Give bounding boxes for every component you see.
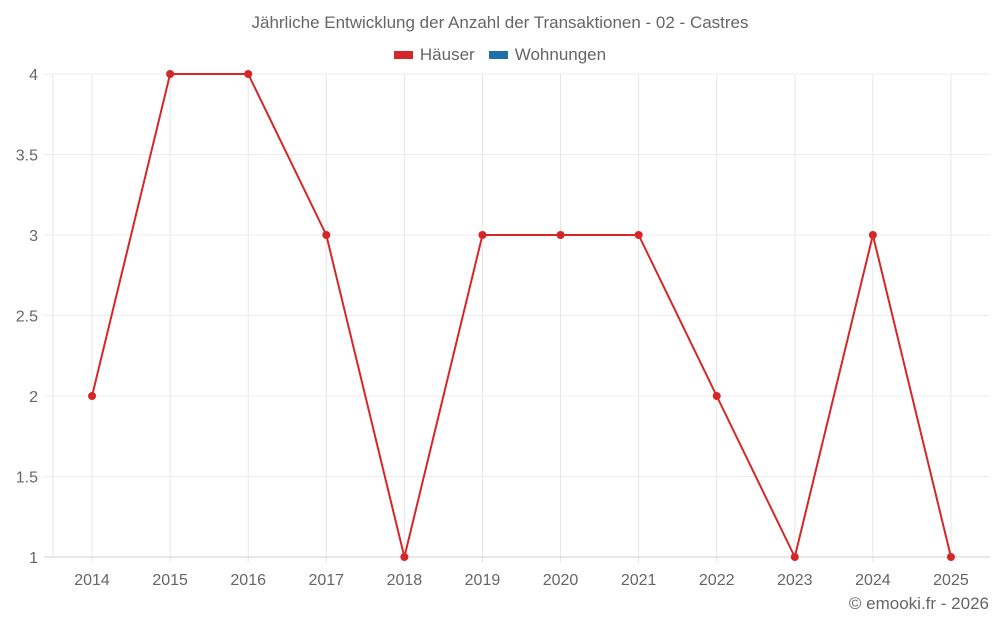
x-tick-label: 2025 — [933, 572, 969, 589]
x-tick-label: 2021 — [621, 572, 657, 589]
credit-text: © emooki.fr - 2026 — [848, 594, 989, 613]
data-point[interactable] — [634, 231, 643, 239]
gridlines — [44, 73, 990, 563]
x-axis: 2014 2015 2016 2017 2018 2019 2020 2021 2022 2023… — [74, 572, 969, 589]
series-line — [91, 73, 952, 558]
x-tick-label: 2015 — [152, 572, 188, 589]
y-tick-label: 3.5 — [16, 148, 38, 165]
data-point[interactable] — [946, 553, 955, 561]
x-tick-label: 2014 — [74, 572, 110, 589]
legend-label-haeuser: Häuser — [419, 45, 475, 64]
legend: Häuser Wohnungen — [0, 45, 1000, 65]
data-point[interactable] — [712, 392, 721, 400]
data-point[interactable] — [400, 553, 409, 561]
x-tick-label: 2016 — [230, 572, 266, 589]
x-tick-label: 2022 — [699, 572, 735, 589]
data-point[interactable] — [88, 392, 97, 400]
data-point[interactable] — [478, 231, 487, 239]
y-tick-label: 2 — [29, 389, 38, 406]
data-point[interactable] — [322, 231, 331, 239]
series-haeuser — [88, 70, 955, 561]
data-point[interactable] — [166, 70, 175, 78]
y-tick-label: 4 — [29, 67, 38, 84]
x-tick-label: 2023 — [777, 572, 813, 589]
x-tick-label: 2019 — [465, 572, 501, 589]
legend-item-wohnungen[interactable]: Wohnungen — [488, 45, 607, 65]
x-tick-label: 2018 — [387, 572, 423, 589]
y-tick-label: 1 — [29, 550, 38, 567]
data-point[interactable] — [244, 70, 253, 78]
data-point[interactable] — [556, 231, 565, 239]
legend-label-wohnungen: Wohnungen — [514, 45, 607, 64]
data-point[interactable] — [868, 231, 877, 239]
x-tick-label: 2024 — [855, 572, 891, 589]
legend-swatch-wohnungen-icon — [488, 51, 508, 59]
y-tick-label: 1.5 — [16, 470, 38, 487]
y-tick-label: 2.5 — [16, 309, 38, 326]
chart-title: Jährliche Entwicklung der Anzahl der Tra… — [251, 13, 749, 32]
legend-swatch-haeuser-icon — [393, 51, 413, 59]
x-tick-label: 2020 — [543, 572, 579, 589]
y-axis: 1 1.5 2 2.5 3 3.5 4 — [16, 67, 38, 567]
x-tick-label: 2017 — [308, 572, 344, 589]
y-tick-label: 3 — [29, 228, 38, 245]
legend-item-haeuser[interactable]: Häuser — [393, 45, 475, 65]
data-point[interactable] — [790, 553, 799, 561]
